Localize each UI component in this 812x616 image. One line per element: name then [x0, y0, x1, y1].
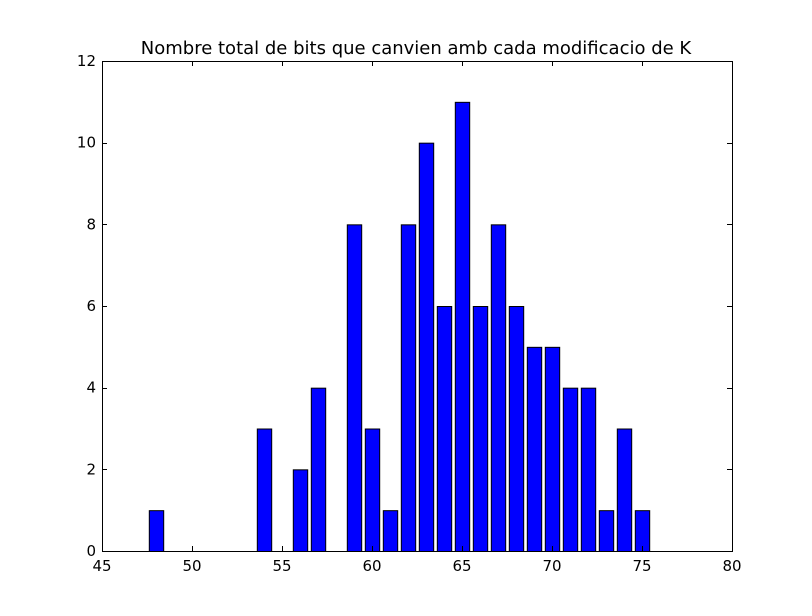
x-tick-label-65: 65	[452, 557, 471, 575]
bar-66	[473, 307, 487, 552]
bar-64	[437, 307, 451, 552]
bar-54	[257, 429, 271, 552]
bar-70	[545, 347, 559, 551]
bar-63	[419, 143, 433, 551]
bar-60	[365, 429, 379, 552]
bar-68	[509, 307, 523, 552]
bar-62	[401, 225, 415, 552]
bar-65	[455, 102, 469, 551]
y-tick-label-6: 6	[86, 297, 96, 315]
y-tick-label-4: 4	[86, 379, 96, 397]
x-tick-label-75: 75	[632, 557, 651, 575]
y-tick-label-0: 0	[86, 542, 96, 560]
x-tick-label-60: 60	[362, 557, 381, 575]
bar-48	[149, 511, 163, 552]
x-tick-label-80: 80	[722, 557, 741, 575]
bar-73	[599, 511, 613, 552]
x-tick-label-55: 55	[272, 557, 291, 575]
chart-title: Nombre total de bits que canvien amb cad…	[141, 38, 693, 59]
y-tick-label-8: 8	[86, 215, 96, 233]
bar-71	[563, 388, 577, 551]
bar-75	[635, 511, 649, 552]
bar-61	[383, 511, 397, 552]
bar-59	[347, 225, 361, 552]
bar-57	[311, 388, 325, 551]
x-tick-label-70: 70	[542, 557, 561, 575]
y-tick-label-2: 2	[86, 460, 96, 478]
x-tick-label-50: 50	[182, 557, 201, 575]
bar-69	[527, 347, 541, 551]
y-tick-label-10: 10	[77, 134, 96, 152]
bar-56	[293, 470, 307, 552]
bar-72	[581, 388, 595, 551]
bar-67	[491, 225, 505, 552]
y-tick-label-12: 12	[77, 52, 96, 70]
bar-74	[617, 429, 631, 552]
